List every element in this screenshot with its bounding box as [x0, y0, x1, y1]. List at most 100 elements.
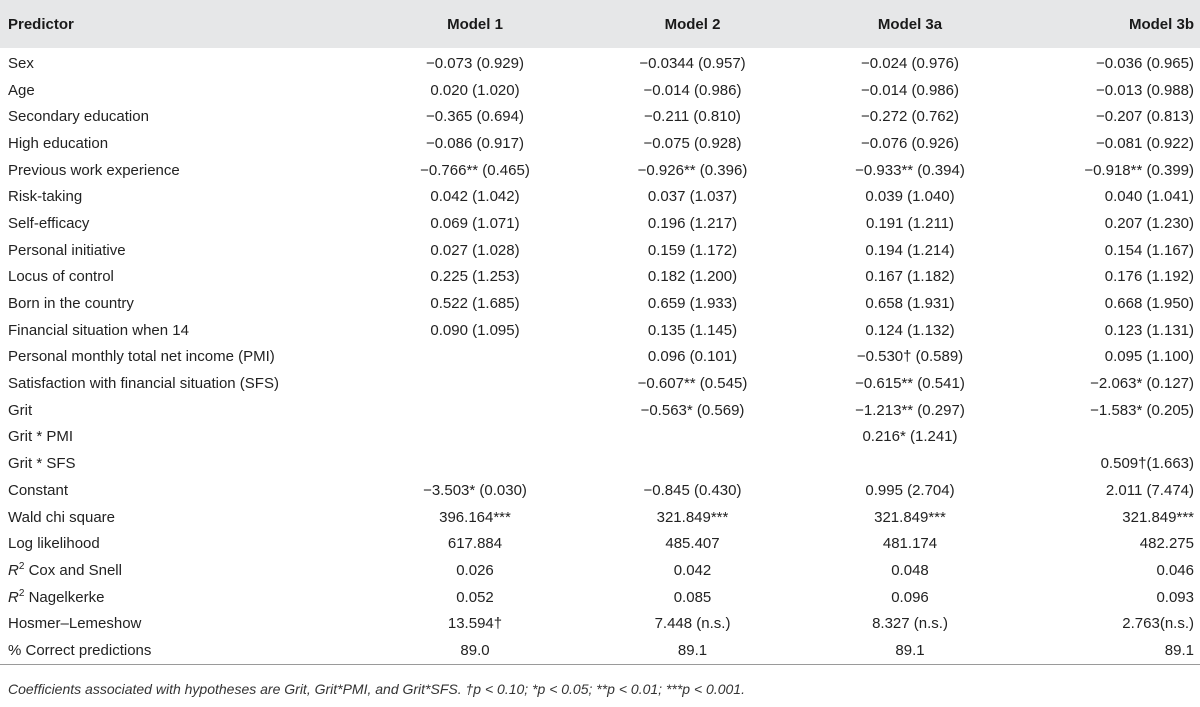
model-2-cell: −0.211 (0.810) [644, 108, 741, 126]
model-2-cell: 0.196 (1.217) [647, 214, 738, 232]
table-row: Satisfaction with financial situation (S… [0, 370, 1200, 397]
model-1-cell: 89.0 [370, 637, 580, 666]
predictor-cell: Log likelihood [8, 535, 100, 553]
header-model-3b: Model 3b [1128, 15, 1194, 33]
header-model-3a: Model 3a [877, 15, 943, 33]
model-3b-cell: 2.011 (7.474) [1105, 481, 1194, 499]
model-1-cell: −0.073 (0.929) [426, 54, 524, 72]
model-1-cell [370, 424, 580, 451]
table-row: Locus of control 0.225 (1.253) 0.182 (1.20… [0, 264, 1200, 291]
model-2-cell [580, 424, 805, 451]
model-3a-cell: −0.615** (0.541) [855, 375, 965, 393]
table-row: R2 Cox and Snell 0.026 0.042 0.048 0.046 [0, 557, 1200, 584]
header-row: Predictor Model 1 Model 2 Model 3a Model… [0, 0, 1200, 48]
model-3b-cell: −0.013 (0.988) [1096, 81, 1194, 99]
model-3b-cell: 2.763(n.s.) [1122, 615, 1194, 633]
model-3a-cell: 0.124 (1.132) [865, 321, 955, 339]
model-2-cell: 0.659 (1.933) [647, 295, 738, 313]
model-3a-cell [805, 450, 1015, 477]
predictor-cell: % Correct predictions [0, 637, 370, 666]
model-3a-cell: −0.076 (0.926) [861, 134, 959, 152]
table-row: Previous work experience −0.766** (0.465)… [0, 157, 1200, 184]
model-3b-cell: −0.918** (0.399) [1084, 161, 1194, 179]
model-3a-cell: 0.194 (1.214) [865, 241, 955, 259]
model-3b-cell: −0.207 (0.813) [1096, 108, 1194, 126]
model-1-cell: 0.027 (1.028) [430, 241, 520, 259]
table-row: Constant −3.503* (0.030) −0.845 (0.430) 0.9… [0, 477, 1200, 504]
model-2-cell [580, 450, 805, 477]
table-row: Age 0.020 (1.020) −0.014 (0.986) −0.014 (0.… [0, 77, 1200, 104]
model-1-cell [370, 450, 580, 477]
predictor-cell: Personal initiative [8, 241, 126, 259]
table-row: Hosmer–Lemeshow 13.594† 7.448 (n.s.) 8.327 … [0, 610, 1200, 637]
table-row: Log likelihood 617.884 485.407 481.174 482.2… [0, 530, 1200, 557]
table-row: Grit −0.563* (0.569) −1.213** (0.297) −1.58… [0, 397, 1200, 424]
model-3a-cell: 0.167 (1.182) [865, 268, 955, 286]
table-row: R2 Nagelkerke 0.052 0.085 0.096 0.093 [0, 584, 1200, 611]
model-3a-cell: 8.327 (n.s.) [872, 615, 948, 633]
model-1-cell: 13.594† [447, 615, 503, 633]
model-2-cell: 485.407 [665, 535, 720, 553]
model-3a-cell: 0.048 [891, 561, 929, 579]
model-1-cell [370, 344, 580, 371]
predictor-cell: High education [8, 134, 109, 152]
table-row: Grit * SFS 0.509†(1.663) [0, 450, 1200, 477]
model-3a-cell: −0.530† (0.589) [856, 348, 964, 366]
model-1-cell: 0.026 [456, 561, 494, 579]
table-row: Personal monthly total net income (PMI) 0… [0, 344, 1200, 371]
model-2-cell: 0.085 [673, 588, 712, 606]
model-3a-cell: −0.024 (0.976) [861, 54, 959, 72]
predictor-cell: Locus of control [8, 268, 114, 286]
model-2-cell: 0.159 (1.172) [647, 241, 738, 259]
table-row: Sex −0.073 (0.929) −0.0344 (0.957) −0.024 (… [0, 48, 1200, 77]
model-2-cell: 0.135 (1.145) [647, 321, 738, 339]
table-header: Predictor Model 1 Model 2 Model 3a Model… [0, 0, 1200, 48]
model-2-cell: 0.037 (1.037) [647, 188, 738, 206]
table-row: High education −0.086 (0.917) −0.075 (0.92… [0, 130, 1200, 157]
predictor-cell: Financial situation when 14 [8, 321, 189, 339]
model-2-cell: 321.849*** [656, 508, 729, 526]
predictor-cell: Grit * PMI [8, 428, 74, 446]
model-2-cell: 7.448 (n.s.) [654, 615, 731, 633]
model-1-cell: 0.052 [456, 588, 494, 606]
model-2-cell: −0.0344 (0.957) [639, 54, 746, 72]
predictor-cell: Satisfaction with financial situation (S… [8, 375, 279, 393]
model-3a-cell: 0.658 (1.931) [865, 295, 955, 313]
model-3b-cell: 89.1 [1015, 637, 1200, 666]
model-2-cell: 0.042 [673, 561, 712, 579]
model-1-cell: −3.503* (0.030) [423, 481, 527, 499]
model-3b-cell: −0.081 (0.922) [1096, 134, 1194, 152]
predictor-cell: Personal monthly total net income (PMI) [8, 348, 275, 366]
model-3a-cell: 321.849*** [874, 508, 946, 526]
model-3a-cell: 0.216* (1.241) [862, 428, 958, 446]
model-1-cell: 0.020 (1.020) [430, 81, 520, 99]
table-row: Financial situation when 14 0.090 (1.095)… [0, 317, 1200, 344]
predictor-cell: Born in the country [8, 295, 134, 313]
model-3b-cell: 0.093 [1156, 588, 1194, 606]
model-3b-cell: 321.849*** [1122, 508, 1194, 526]
predictor-cell: R2 Cox and Snell [8, 560, 122, 579]
model-3a-cell: 0.096 [891, 588, 929, 606]
model-1-cell: 396.164*** [439, 508, 511, 526]
model-1-cell: −0.086 (0.917) [426, 134, 524, 152]
model-3b-cell: 0.046 [1156, 561, 1194, 579]
model-3b-cell: 0.176 (1.192) [1104, 268, 1194, 286]
model-3a-cell: 0.039 (1.040) [865, 188, 955, 206]
model-3b-cell: 0.123 (1.131) [1104, 321, 1194, 339]
regression-table: Predictor Model 1 Model 2 Model 3a Model… [0, 0, 1200, 666]
predictor-cell: Grit [8, 401, 33, 419]
model-1-cell: 0.042 (1.042) [430, 188, 520, 206]
model-3a-cell: 89.1 [805, 637, 1015, 666]
predictor-cell: Age [8, 81, 35, 99]
model-3a-cell: −0.933** (0.394) [855, 161, 965, 179]
model-3b-cell [1015, 424, 1200, 451]
model-3b-cell: 0.040 (1.041) [1104, 188, 1194, 206]
predictor-cell: Previous work experience [8, 161, 180, 179]
model-3a-cell: 0.191 (1.211) [865, 214, 955, 232]
predictor-cell: Grit * SFS [8, 455, 76, 473]
header-predictor: Predictor [8, 15, 74, 33]
model-3a-cell: −0.014 (0.986) [861, 81, 959, 99]
model-3b-cell: 0.668 (1.950) [1104, 295, 1194, 313]
model-3b-cell: 0.095 (1.100) [1104, 348, 1194, 366]
model-1-cell: 0.090 (1.095) [430, 321, 520, 339]
